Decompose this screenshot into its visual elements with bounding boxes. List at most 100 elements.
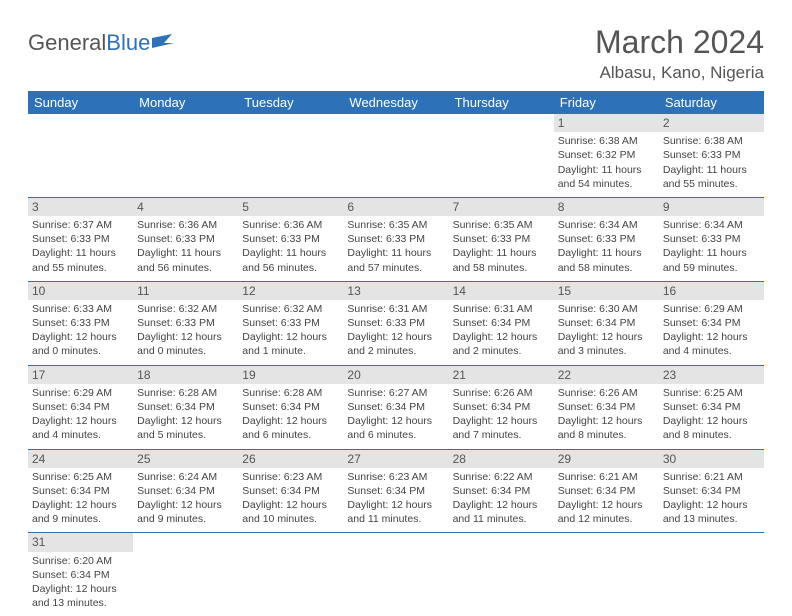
day-sunset: Sunset: 6:33 PM — [663, 148, 760, 162]
day-number: 21 — [449, 366, 554, 384]
day-sunset: Sunset: 6:34 PM — [137, 484, 234, 498]
day-sunrise: Sunrise: 6:21 AM — [663, 470, 760, 484]
day-daylight2: and 57 minutes. — [347, 261, 444, 275]
empty-cell — [238, 533, 343, 616]
day-sunset: Sunset: 6:33 PM — [32, 316, 129, 330]
day-sunset: Sunset: 6:34 PM — [558, 400, 655, 414]
day-daylight1: Daylight: 11 hours — [453, 246, 550, 260]
weekday-header: Tuesday — [238, 91, 343, 114]
calendar-row: 3Sunrise: 6:37 AMSunset: 6:33 PMDaylight… — [28, 197, 764, 281]
empty-cell — [133, 114, 238, 197]
day-sunset: Sunset: 6:33 PM — [242, 316, 339, 330]
day-sunrise: Sunrise: 6:20 AM — [32, 554, 129, 568]
day-sunset: Sunset: 6:32 PM — [558, 148, 655, 162]
logo-flag-icon — [152, 34, 178, 52]
day-sunrise: Sunrise: 6:21 AM — [558, 470, 655, 484]
day-daylight2: and 10 minutes. — [242, 512, 339, 526]
day-daylight2: and 58 minutes. — [453, 261, 550, 275]
empty-cell — [659, 533, 764, 616]
day-daylight1: Daylight: 12 hours — [32, 582, 129, 596]
day-sunrise: Sunrise: 6:32 AM — [242, 302, 339, 316]
day-daylight1: Daylight: 12 hours — [32, 330, 129, 344]
day-sunrise: Sunrise: 6:30 AM — [558, 302, 655, 316]
day-cell: 18Sunrise: 6:28 AMSunset: 6:34 PMDayligh… — [133, 365, 238, 449]
day-cell: 14Sunrise: 6:31 AMSunset: 6:34 PMDayligh… — [449, 281, 554, 365]
day-daylight2: and 58 minutes. — [558, 261, 655, 275]
day-daylight1: Daylight: 11 hours — [242, 246, 339, 260]
day-daylight2: and 59 minutes. — [663, 261, 760, 275]
day-cell: 20Sunrise: 6:27 AMSunset: 6:34 PMDayligh… — [343, 365, 448, 449]
day-cell: 26Sunrise: 6:23 AMSunset: 6:34 PMDayligh… — [238, 449, 343, 533]
day-sunrise: Sunrise: 6:28 AM — [242, 386, 339, 400]
day-daylight1: Daylight: 11 hours — [663, 163, 760, 177]
day-daylight2: and 12 minutes. — [558, 512, 655, 526]
day-daylight2: and 11 minutes. — [347, 512, 444, 526]
day-sunrise: Sunrise: 6:37 AM — [32, 218, 129, 232]
day-daylight1: Daylight: 12 hours — [242, 330, 339, 344]
weekday-header: Monday — [133, 91, 238, 114]
day-number: 5 — [238, 198, 343, 216]
day-daylight2: and 2 minutes. — [453, 344, 550, 358]
day-sunset: Sunset: 6:33 PM — [137, 232, 234, 246]
calendar-header-row: SundayMondayTuesdayWednesdayThursdayFrid… — [28, 91, 764, 114]
day-sunrise: Sunrise: 6:33 AM — [32, 302, 129, 316]
day-sunset: Sunset: 6:34 PM — [453, 400, 550, 414]
day-cell: 27Sunrise: 6:23 AMSunset: 6:34 PMDayligh… — [343, 449, 448, 533]
day-number: 7 — [449, 198, 554, 216]
day-cell: 29Sunrise: 6:21 AMSunset: 6:34 PMDayligh… — [554, 449, 659, 533]
day-sunrise: Sunrise: 6:34 AM — [558, 218, 655, 232]
day-cell: 28Sunrise: 6:22 AMSunset: 6:34 PMDayligh… — [449, 449, 554, 533]
calendar-row: 1Sunrise: 6:38 AMSunset: 6:32 PMDaylight… — [28, 114, 764, 197]
day-daylight2: and 5 minutes. — [137, 428, 234, 442]
day-daylight2: and 11 minutes. — [453, 512, 550, 526]
day-number: 25 — [133, 450, 238, 468]
day-daylight1: Daylight: 12 hours — [347, 330, 444, 344]
day-sunrise: Sunrise: 6:35 AM — [453, 218, 550, 232]
day-sunset: Sunset: 6:34 PM — [137, 400, 234, 414]
day-sunset: Sunset: 6:33 PM — [347, 316, 444, 330]
day-number: 8 — [554, 198, 659, 216]
logo: GeneralBlue — [28, 24, 178, 56]
day-daylight2: and 13 minutes. — [32, 596, 129, 610]
day-number: 31 — [28, 533, 133, 551]
day-daylight2: and 3 minutes. — [558, 344, 655, 358]
day-sunset: Sunset: 6:34 PM — [242, 484, 339, 498]
day-daylight2: and 6 minutes. — [242, 428, 339, 442]
day-daylight2: and 0 minutes. — [137, 344, 234, 358]
day-cell: 12Sunrise: 6:32 AMSunset: 6:33 PMDayligh… — [238, 281, 343, 365]
day-number: 6 — [343, 198, 448, 216]
day-sunset: Sunset: 6:33 PM — [242, 232, 339, 246]
day-cell: 6Sunrise: 6:35 AMSunset: 6:33 PMDaylight… — [343, 197, 448, 281]
weekday-header: Saturday — [659, 91, 764, 114]
day-number: 27 — [343, 450, 448, 468]
day-number: 30 — [659, 450, 764, 468]
day-daylight1: Daylight: 11 hours — [663, 246, 760, 260]
day-cell: 5 Sunrise: 6:36 AMSunset: 6:33 PMDaylight… — [238, 197, 343, 281]
day-cell: 22Sunrise: 6:26 AMSunset: 6:34 PMDayligh… — [554, 365, 659, 449]
day-sunset: Sunset: 6:34 PM — [663, 484, 760, 498]
calendar-row: 31Sunrise: 6:20 AMSunset: 6:34 PMDayligh… — [28, 533, 764, 616]
day-sunrise: Sunrise: 6:38 AM — [558, 134, 655, 148]
day-cell: 17Sunrise: 6:29 AMSunset: 6:34 PMDayligh… — [28, 365, 133, 449]
day-cell: 16Sunrise: 6:29 AMSunset: 6:34 PMDayligh… — [659, 281, 764, 365]
day-number: 17 — [28, 366, 133, 384]
day-sunset: Sunset: 6:33 PM — [558, 232, 655, 246]
day-number: 19 — [238, 366, 343, 384]
day-daylight2: and 8 minutes. — [558, 428, 655, 442]
day-sunset: Sunset: 6:34 PM — [663, 400, 760, 414]
day-daylight2: and 55 minutes. — [663, 177, 760, 191]
day-sunset: Sunset: 6:34 PM — [558, 316, 655, 330]
day-cell: 11Sunrise: 6:32 AMSunset: 6:33 PMDayligh… — [133, 281, 238, 365]
page-header: GeneralBlue March 2024 Albasu, Kano, Nig… — [28, 24, 764, 83]
day-daylight1: Daylight: 12 hours — [242, 414, 339, 428]
day-number: 11 — [133, 282, 238, 300]
day-cell: 30Sunrise: 6:21 AMSunset: 6:34 PMDayligh… — [659, 449, 764, 533]
day-daylight2: and 2 minutes. — [347, 344, 444, 358]
day-sunrise: Sunrise: 6:36 AM — [242, 218, 339, 232]
day-cell: 21Sunrise: 6:26 AMSunset: 6:34 PMDayligh… — [449, 365, 554, 449]
empty-cell — [133, 533, 238, 616]
day-number: 4 — [133, 198, 238, 216]
day-number: 2 — [659, 114, 764, 132]
day-cell: 13Sunrise: 6:31 AMSunset: 6:33 PMDayligh… — [343, 281, 448, 365]
day-number: 14 — [449, 282, 554, 300]
